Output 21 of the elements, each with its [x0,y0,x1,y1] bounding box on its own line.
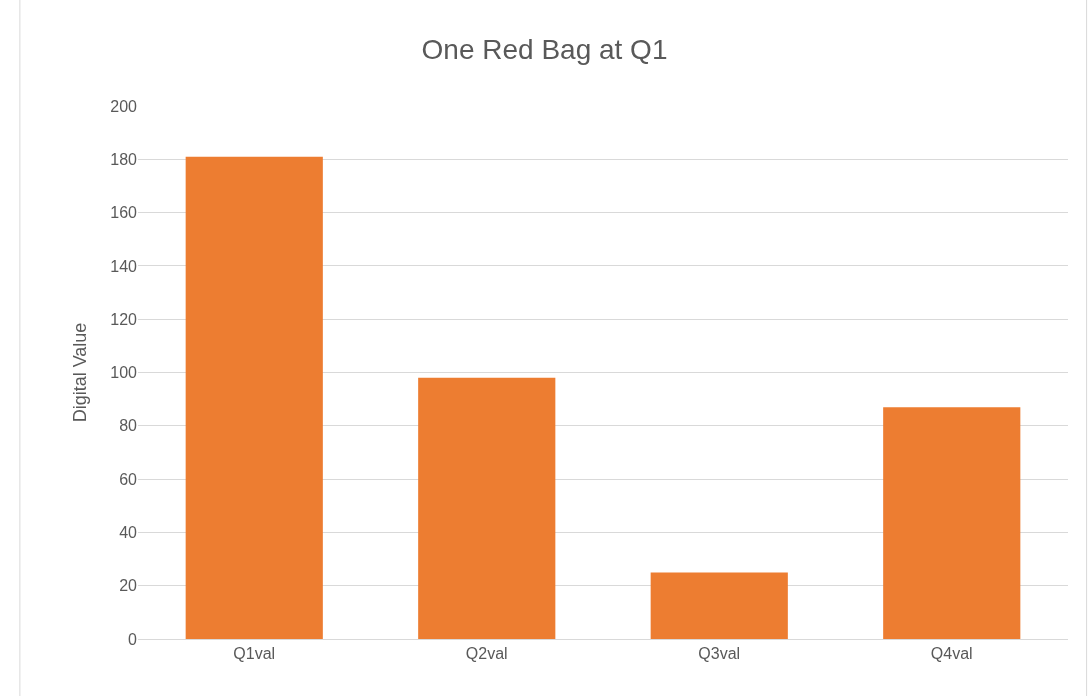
y-axis-title: Digital Value [70,322,91,423]
bar [883,407,1021,639]
y-tick-label: 0 [128,630,138,648]
bar [418,377,556,639]
chart-title: One Red Bag at Q1 [421,33,668,65]
y-tick-label: 100 [110,364,138,382]
y-tick-label: 140 [110,257,138,275]
y-tick-label: 80 [119,417,138,435]
y-tick-label: 20 [119,577,138,595]
y-tick-label: 40 [119,524,138,541]
y-tick-label: 60 [119,470,138,488]
y-tick-label: 120 [110,310,138,328]
y-tick-label: 180 [110,150,138,168]
bar [185,156,323,639]
x-tick-label: Q4val [930,645,973,663]
x-tick-label: Q1val [233,645,276,663]
y-tick-label: 200 [110,97,138,115]
x-tick-label: Q3val [698,645,741,663]
x-tick-label: Q2val [465,645,508,663]
bar [650,572,788,639]
y-tick-label: 160 [110,204,138,222]
